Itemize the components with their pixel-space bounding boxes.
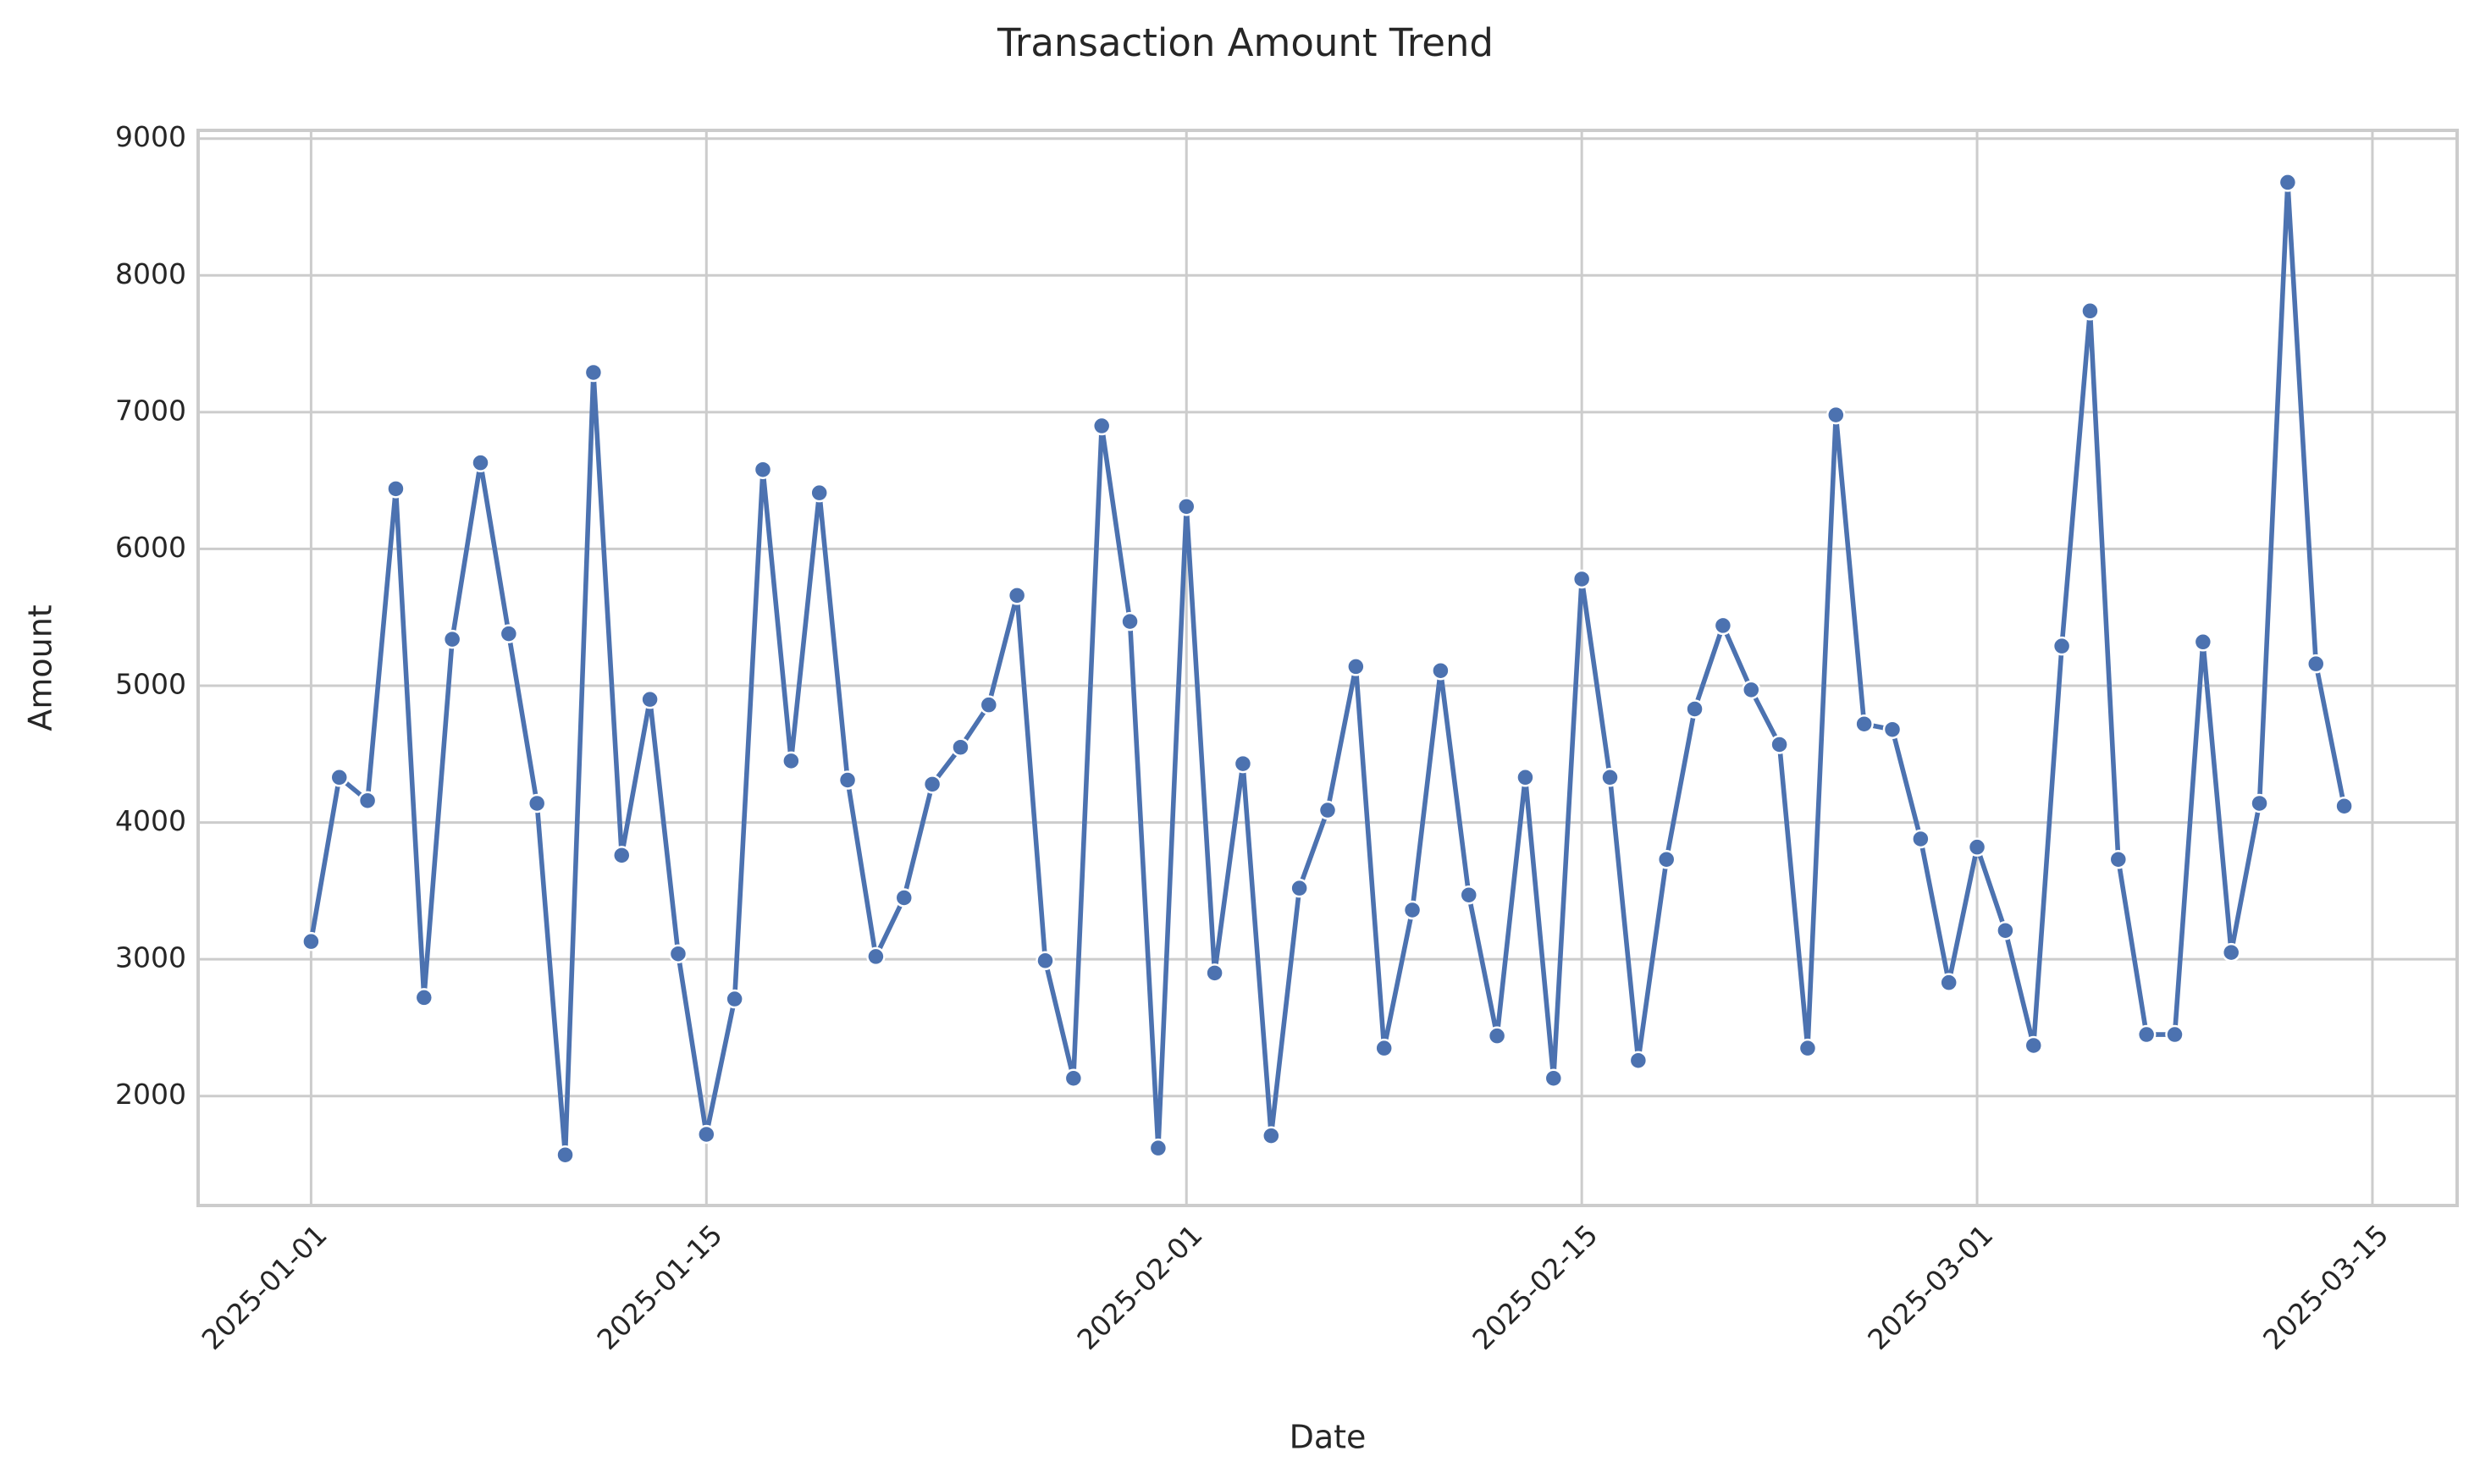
y-tick-label: 9000 <box>115 120 186 153</box>
data-point <box>697 1124 716 1145</box>
data-point <box>979 695 999 714</box>
data-point <box>1233 753 1253 774</box>
data-point <box>1431 660 1450 681</box>
data-point <box>1120 611 1140 632</box>
data-point <box>1544 1068 1564 1088</box>
y-tick-label: 7000 <box>115 394 186 427</box>
data-point <box>1571 569 1592 589</box>
data-point <box>2306 654 2326 674</box>
data-point <box>951 737 970 757</box>
data-point <box>1346 657 1366 676</box>
data-point <box>1487 1026 1507 1045</box>
data-point <box>1656 849 1676 869</box>
data-point <box>2278 173 2298 192</box>
data-point <box>414 988 434 1007</box>
data-point <box>583 362 604 383</box>
data-point <box>1911 829 1930 849</box>
data-point <box>1967 837 1987 857</box>
data-point <box>555 1145 575 1165</box>
data-point <box>809 483 829 503</box>
data-point <box>753 460 773 479</box>
data-point <box>329 768 349 787</box>
data-point <box>1854 714 1874 734</box>
data-point <box>1063 1068 1084 1088</box>
data-point <box>1600 768 1620 787</box>
data-point <box>1374 1038 1394 1058</box>
data-point <box>866 946 886 967</box>
data-point <box>1402 900 1422 920</box>
data-point <box>1036 951 1055 971</box>
x-tick-label: 2025-03-15 <box>2256 1218 2394 1356</box>
data-point <box>782 751 801 771</box>
data-point <box>1205 963 1224 983</box>
data-point <box>2250 793 2269 814</box>
data-point <box>1148 1138 1168 1158</box>
data-point <box>1091 416 1112 436</box>
data-point <box>1262 1126 1281 1145</box>
data-point <box>2108 849 2129 869</box>
data-point <box>2334 796 2354 816</box>
x-tick-label: 2025-01-01 <box>196 1218 334 1356</box>
data-point <box>1459 885 1478 905</box>
data-point <box>894 888 914 908</box>
x-axis-label: Date <box>1290 1419 1367 1456</box>
data-point <box>668 944 688 963</box>
data-point <box>1007 586 1027 605</box>
data-point <box>922 775 942 794</box>
x-tick-label: 2025-01-15 <box>590 1218 728 1356</box>
data-point <box>386 479 406 499</box>
data-point <box>2193 632 2213 652</box>
x-tick-label: 2025-02-15 <box>1466 1218 1604 1356</box>
data-point <box>499 624 519 643</box>
series-line <box>308 179 2347 1158</box>
y-tick-label: 2000 <box>115 1078 186 1111</box>
data-point <box>1996 920 2015 941</box>
data-point <box>1713 615 1733 636</box>
data-point <box>357 791 378 810</box>
data-point <box>1770 735 1789 754</box>
data-point <box>1798 1038 1818 1058</box>
plot-frame <box>196 129 2459 1207</box>
data-point <box>1882 720 1903 739</box>
data-point <box>527 793 547 814</box>
data-point <box>1939 973 1958 992</box>
data-point <box>1742 680 1761 700</box>
data-point <box>2221 942 2241 963</box>
data-point <box>1628 1051 1649 1070</box>
x-tick-label: 2025-02-01 <box>1070 1218 1208 1356</box>
data-point <box>1516 768 1535 787</box>
data-point <box>471 453 490 472</box>
y-tick-label: 4000 <box>115 804 186 837</box>
chart-title: Transaction Amount Trend <box>997 20 1494 65</box>
x-tick-label: 2025-03-01 <box>1861 1218 1999 1356</box>
data-point <box>725 989 744 1009</box>
data-point <box>301 931 321 952</box>
data-point <box>2080 301 2100 321</box>
data-point <box>1826 405 1846 425</box>
y-axis-label: Amount <box>22 604 59 731</box>
data-point <box>837 770 858 790</box>
y-tick-label: 5000 <box>115 668 186 701</box>
data-point <box>1317 800 1338 820</box>
data-point <box>640 689 660 709</box>
y-tick-label: 8000 <box>115 257 186 290</box>
data-point <box>2165 1024 2184 1045</box>
y-tick-label: 6000 <box>115 531 186 564</box>
data-point <box>1177 497 1196 516</box>
data-point <box>612 846 632 865</box>
data-point <box>2052 636 2072 656</box>
data-point <box>1290 878 1309 898</box>
data-point <box>2136 1024 2157 1045</box>
y-tick-label: 3000 <box>115 941 186 974</box>
data-point <box>1685 699 1704 719</box>
data-point <box>2024 1035 2043 1056</box>
data-point <box>442 629 462 649</box>
